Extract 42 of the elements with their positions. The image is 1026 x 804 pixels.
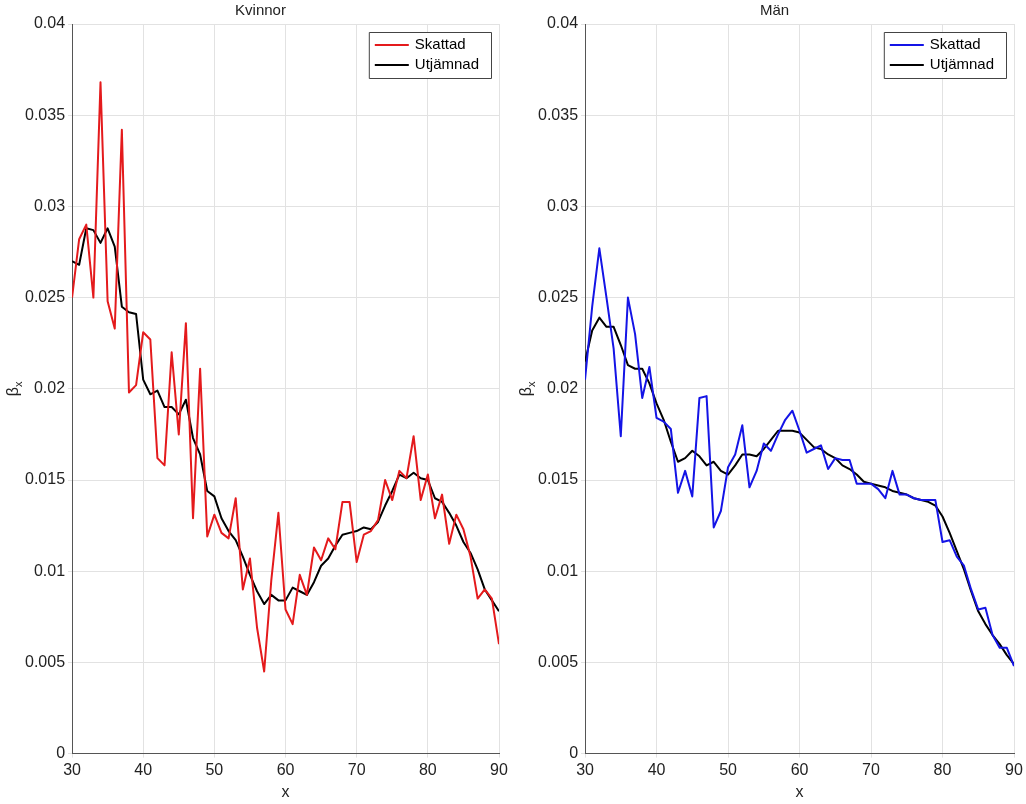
y-tick-label: 0.015 [24,470,66,488]
x-axis-title: x [795,782,804,800]
x-tick-label: 60 [790,760,809,778]
x-tick-label: 80 [418,760,437,778]
y-tick-label: 0.02 [33,379,66,397]
x-tick-label: 70 [862,760,881,778]
y-tick-label: 0.04 [546,14,579,32]
chart-title: Män [759,1,790,19]
y-axis-title: βx [4,381,24,397]
y-tick-label: 0.02 [546,379,579,397]
x-tick-label: 40 [134,760,153,778]
y-tick-label: 0.025 [24,288,66,306]
x-tick-label: 90 [490,760,508,778]
y-tick-label: 0.04 [33,14,66,32]
x-tick-label: 40 [647,760,666,778]
legend-label: Skattad [929,35,981,53]
y-tick-label: 0.01 [33,561,66,579]
y-tick-label: 0.015 [537,470,579,488]
x-tick-label: 60 [276,760,295,778]
y-tick-label: 0 [569,744,579,762]
y-tick-label: 0.03 [546,196,579,214]
x-tick-label: 50 [719,760,738,778]
x-tick-label: 70 [347,760,366,778]
y-tick-label: 0.03 [33,196,66,214]
y-tick-label: 0.01 [546,561,579,579]
legend-label: Utjämnad [929,55,995,73]
x-tick-label: 90 [1005,760,1023,778]
y-tick-label: 0 [56,744,66,762]
chart-title: Kvinnor [235,1,286,19]
x-tick-label: 80 [933,760,952,778]
x-axis-title: x [281,782,290,800]
legend-label: Utjämnad [414,55,480,73]
y-tick-label: 0.035 [537,105,579,123]
legend-label: Skattad [414,35,466,53]
x-tick-label: 30 [63,760,82,778]
y-tick-label: 0.035 [24,105,66,123]
x-tick-label: 30 [576,760,595,778]
y-tick-label: 0.025 [537,288,579,306]
x-tick-label: 50 [205,760,224,778]
y-tick-label: 0.005 [537,652,579,670]
y-tick-label: 0.005 [24,652,66,670]
y-axis-title: βx [517,381,537,397]
